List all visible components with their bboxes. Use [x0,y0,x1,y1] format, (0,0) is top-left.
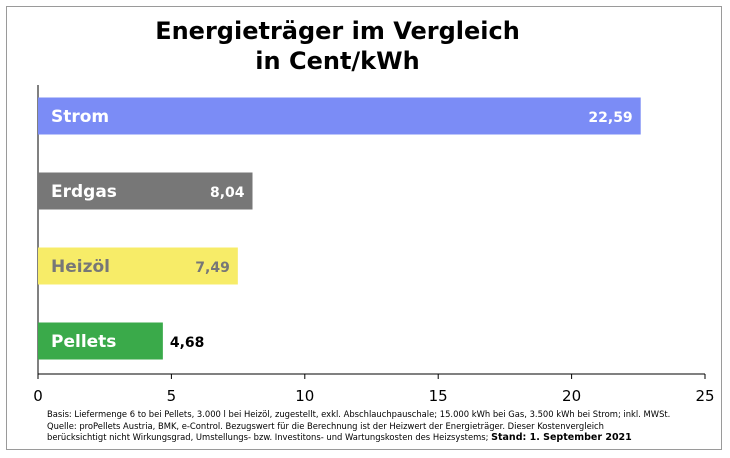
bar-strom [38,97,641,135]
x-tick-label: 15 [429,387,448,405]
bar-category-label: Pellets [51,332,116,352]
x-tick-label: 10 [295,387,314,405]
x-tick-label: 20 [562,387,581,405]
chart-title-line2: in Cent/kWh [255,47,420,75]
chart-title-line1: Energieträger im Vergleich [155,17,520,45]
bar-erdgas [38,172,253,210]
bar-category-label: Heizöl [51,257,110,277]
chart-frame [6,6,722,450]
footnote-line2: Quelle: proPellets Austria, BMK, e-Contr… [47,420,604,431]
bar-value-label: 7,49 [195,260,230,276]
bar-category-label: Erdgas [51,182,117,202]
bar-value-label: 4,68 [170,335,205,351]
bar-pellets [38,322,163,360]
bar-value-label: 8,04 [210,185,245,201]
chart-title: Energieträger im Vergleich in Cent/kWh [0,16,675,76]
x-tick-label: 0 [33,387,43,405]
footnote-line3: berücksichtigt nicht Wirkungsgrad, Umste… [47,432,489,443]
footnote: Basis: Liefermenge 6 to bei Pellets, 3.0… [47,409,707,444]
footnote-line1: Basis: Liefermenge 6 to bei Pellets, 3.0… [47,409,671,419]
x-tick-label: 5 [167,387,177,405]
bar-category-label: Strom [51,107,109,127]
footnote-stand: Stand: 1. September 2021 [491,432,632,444]
bar-value-label: 22,59 [588,110,632,126]
x-tick-label: 25 [695,387,714,405]
bar-heizöl [38,247,238,285]
